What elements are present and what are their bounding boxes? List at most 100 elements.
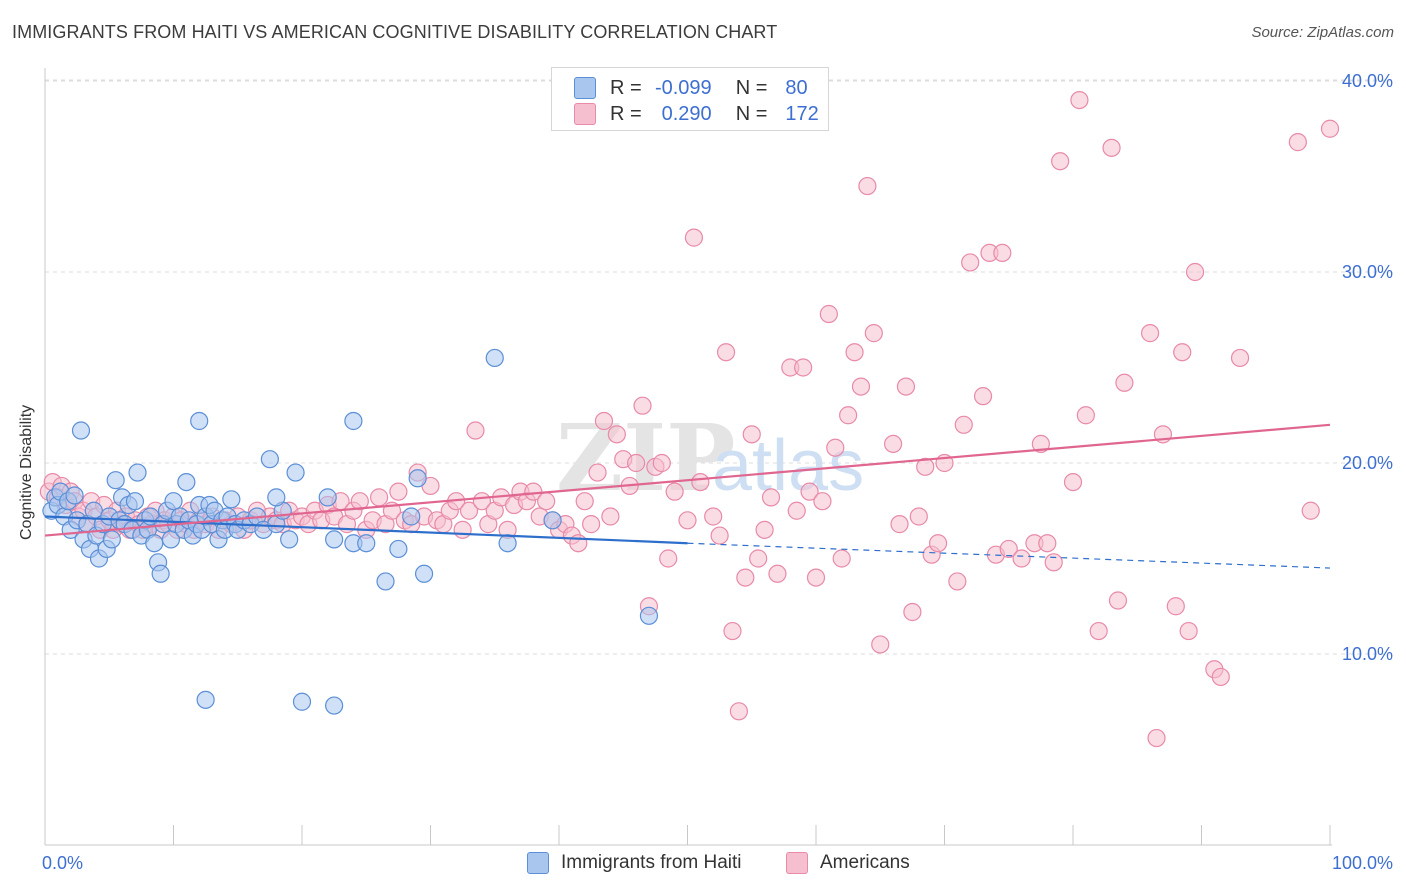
legend-item-americans[interactable]: Americans (786, 852, 910, 874)
stats-row-americans: R = 0.290 N = 172 (574, 102, 819, 126)
point-americans (954, 415, 973, 434)
point-americans (652, 453, 671, 473)
point-americans (704, 507, 723, 526)
point-americans (948, 572, 967, 591)
r-value: 0.290 (661, 102, 712, 125)
legend-label-haiti: Immigrants from Haiti (561, 852, 742, 873)
point-americans (993, 243, 1012, 262)
point-americans (1063, 473, 1083, 492)
point-americans (1089, 621, 1108, 641)
point-americans (928, 534, 948, 553)
point-haiti (639, 606, 659, 625)
point-americans (813, 492, 832, 511)
point-americans (768, 564, 787, 583)
r-value: -0.099 (654, 76, 712, 99)
point-americans (691, 473, 710, 492)
point-americans (890, 515, 909, 534)
point-americans (999, 539, 1018, 559)
point-haiti (498, 534, 517, 553)
point-americans (832, 549, 851, 568)
point-americans (1185, 262, 1205, 282)
point-haiti (71, 421, 91, 440)
point-americans (794, 358, 813, 377)
point-haiti (280, 530, 299, 549)
point-americans (459, 501, 479, 520)
point-americans (845, 343, 864, 362)
point-haiti (267, 488, 286, 507)
point-americans (749, 549, 768, 568)
point-americans (1166, 597, 1185, 616)
point-haiti (402, 507, 421, 526)
point-americans (453, 520, 472, 539)
point-americans (1012, 549, 1031, 568)
point-americans (1031, 434, 1050, 453)
point-americans (761, 488, 781, 507)
point-americans (607, 425, 626, 444)
point-americans (883, 434, 903, 453)
point-americans (350, 492, 369, 511)
point-americans (961, 253, 980, 272)
point-haiti (357, 534, 376, 553)
point-haiti (102, 530, 121, 549)
chart-title: IMMIGRANTS FROM HAITI VS AMERICAN COGNIT… (12, 22, 778, 42)
point-americans (864, 324, 883, 343)
point-americans (537, 492, 556, 511)
point-americans (601, 507, 620, 526)
point-americans (684, 228, 704, 247)
point-haiti (65, 486, 84, 505)
point-americans (1320, 119, 1340, 138)
point-americans (594, 411, 614, 431)
r-label: R = (610, 76, 642, 99)
point-americans (826, 438, 845, 457)
point-haiti (164, 492, 183, 511)
point-americans (742, 425, 761, 444)
point-americans (871, 635, 890, 654)
stats-row-haiti: R = -0.099 N = 80 (574, 76, 808, 100)
trend-line-haiti-extension (687, 542, 1331, 569)
americans-swatch (574, 103, 596, 125)
haiti-swatch (527, 852, 549, 874)
point-americans (1147, 728, 1166, 748)
point-haiti (177, 473, 196, 492)
chart-source: Source: ZipAtlas.com (1251, 24, 1394, 41)
point-americans (716, 343, 736, 362)
point-haiti (408, 469, 427, 488)
point-americans (1173, 343, 1192, 362)
point-americans (678, 511, 697, 530)
point-americans (582, 515, 601, 534)
point-americans (1044, 553, 1063, 572)
point-americans (1115, 373, 1134, 392)
n-value: 172 (785, 102, 819, 125)
point-haiti (376, 572, 395, 591)
point-americans (1211, 667, 1230, 687)
point-haiti (344, 411, 363, 431)
point-americans (389, 482, 408, 501)
legend-item-haiti[interactable]: Immigrants from Haiti (527, 852, 742, 874)
point-americans (909, 507, 928, 526)
point-americans (569, 534, 588, 553)
point-americans (916, 457, 935, 476)
point-americans (806, 568, 826, 587)
point-haiti (222, 490, 241, 509)
point-haiti (292, 692, 312, 711)
point-americans (633, 396, 652, 415)
x-tick-label-min: 0.0% (42, 853, 83, 873)
series-legend: Immigrants from Haiti Americans (0, 852, 1406, 876)
point-americans (1038, 534, 1057, 553)
point-americans (896, 377, 916, 396)
n-label: N = (735, 76, 768, 99)
y-tick-label: 10.0% (1342, 644, 1393, 664)
point-americans (839, 406, 858, 425)
point-haiti (325, 696, 344, 715)
r-label: R = (610, 102, 642, 125)
point-americans (626, 453, 646, 473)
point-americans (1076, 406, 1095, 425)
point-americans (858, 176, 877, 196)
point-haiti (145, 534, 164, 553)
americans-swatch (786, 852, 808, 874)
trend-line-haiti (44, 515, 688, 545)
point-americans (1108, 591, 1128, 610)
point-haiti (389, 539, 408, 559)
point-americans (729, 702, 749, 721)
